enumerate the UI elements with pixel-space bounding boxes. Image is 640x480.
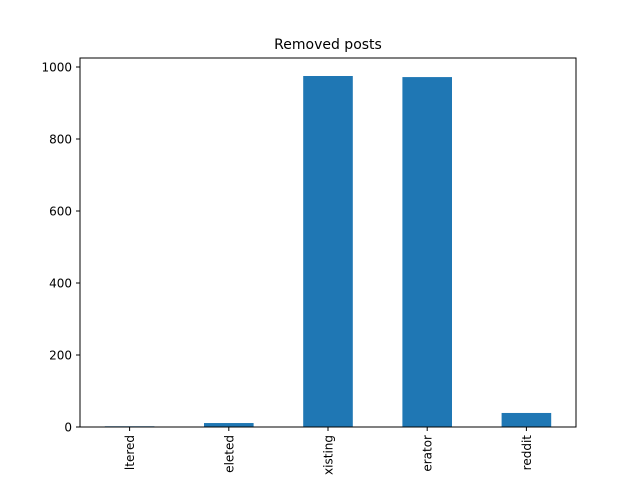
bars-layer <box>104 76 552 427</box>
bar-deleted <box>204 423 254 427</box>
x-tick-label-moderator: erator <box>421 435 435 472</box>
y-tick-label-1000: 1000 <box>41 61 72 75</box>
bar-reddit <box>501 412 552 427</box>
plot-frame <box>79 57 577 428</box>
x-tick-label-reddit: reddit <box>520 435 534 471</box>
y-tick-label-800: 800 <box>49 133 72 147</box>
y-tick-label-400: 400 <box>49 277 72 291</box>
y-tick-label-0: 0 <box>64 421 72 435</box>
bar-existing <box>303 76 353 427</box>
y-axis: 0 200 400 600 800 1000 <box>41 61 80 435</box>
x-tick-label-existing: xisting <box>322 435 336 475</box>
x-tick-label-filtered: ltered <box>123 435 137 470</box>
bar-moderator <box>402 77 452 427</box>
chart-title: Removed posts <box>274 37 382 53</box>
x-tick-label-deleted: eleted <box>222 435 236 473</box>
y-tick-label-200: 200 <box>49 349 72 363</box>
y-tick-label-600: 600 <box>49 205 72 219</box>
x-axis: ltered eleted xisting erator reddit <box>123 427 534 475</box>
